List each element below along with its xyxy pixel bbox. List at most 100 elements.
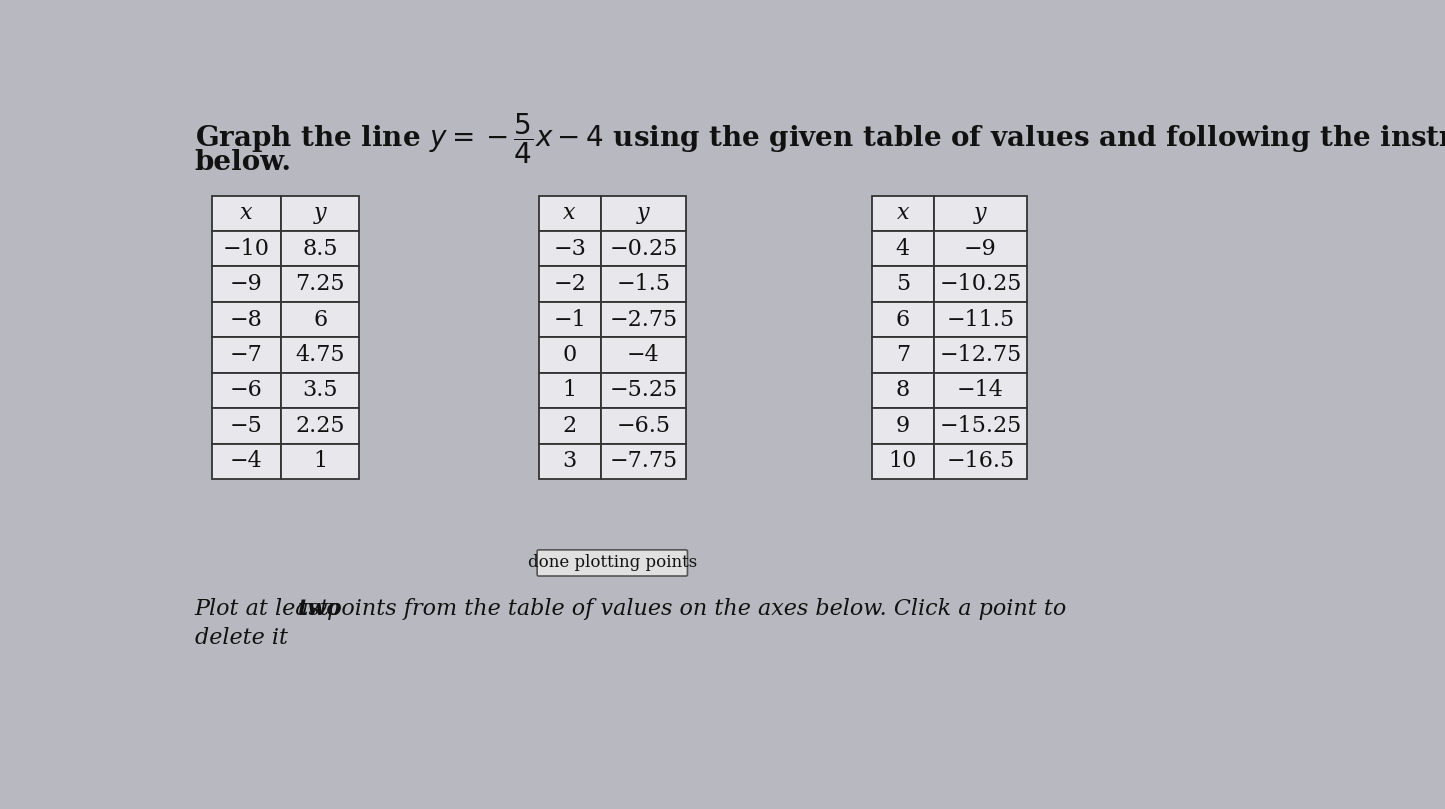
Bar: [933, 409, 1027, 443]
Text: 7: 7: [896, 344, 910, 366]
Bar: [539, 443, 601, 479]
Text: 8: 8: [896, 379, 910, 401]
Text: −2.75: −2.75: [610, 308, 678, 331]
Text: delete it: delete it: [195, 627, 288, 649]
Bar: [282, 266, 358, 302]
Bar: [601, 231, 686, 266]
Bar: [539, 373, 601, 409]
Bar: [871, 443, 933, 479]
Text: −7: −7: [230, 344, 263, 366]
Bar: [211, 231, 282, 266]
Bar: [539, 337, 601, 373]
Text: done plotting points: done plotting points: [527, 554, 696, 571]
Bar: [933, 373, 1027, 409]
Bar: [601, 373, 686, 409]
Text: −14: −14: [957, 379, 1004, 401]
Text: 5: 5: [896, 273, 910, 295]
Text: −2: −2: [553, 273, 587, 295]
Text: −7.75: −7.75: [610, 451, 678, 472]
Bar: [871, 409, 933, 443]
Text: −5: −5: [230, 415, 263, 437]
Bar: [933, 302, 1027, 337]
Bar: [601, 409, 686, 443]
Text: −11.5: −11.5: [946, 308, 1014, 331]
Bar: [282, 409, 358, 443]
Text: −9: −9: [230, 273, 263, 295]
Bar: [282, 231, 358, 266]
Text: −6.5: −6.5: [617, 415, 670, 437]
Text: −1: −1: [553, 308, 587, 331]
Bar: [871, 302, 933, 337]
Text: 9: 9: [896, 415, 910, 437]
Bar: [871, 373, 933, 409]
Text: −6: −6: [230, 379, 263, 401]
Text: −15.25: −15.25: [939, 415, 1022, 437]
Bar: [933, 231, 1027, 266]
Bar: [539, 266, 601, 302]
Text: −9: −9: [964, 238, 997, 260]
Bar: [933, 266, 1027, 302]
Text: x: x: [240, 202, 253, 224]
Bar: [211, 443, 282, 479]
Bar: [601, 337, 686, 373]
Bar: [211, 373, 282, 409]
Text: below.: below.: [195, 150, 292, 176]
Bar: [282, 443, 358, 479]
FancyBboxPatch shape: [538, 550, 688, 576]
Bar: [601, 302, 686, 337]
Bar: [539, 196, 601, 231]
Bar: [211, 266, 282, 302]
Bar: [539, 409, 601, 443]
Text: 7.25: 7.25: [295, 273, 345, 295]
Bar: [282, 196, 358, 231]
Text: −10.25: −10.25: [939, 273, 1022, 295]
Text: 3: 3: [562, 451, 577, 472]
Text: y: y: [314, 202, 327, 224]
Bar: [871, 266, 933, 302]
Text: −4: −4: [230, 451, 263, 472]
Bar: [933, 443, 1027, 479]
Text: −5.25: −5.25: [610, 379, 678, 401]
Text: y: y: [974, 202, 987, 224]
Text: 3.5: 3.5: [302, 379, 338, 401]
Text: 1: 1: [314, 451, 327, 472]
Text: 0: 0: [562, 344, 577, 366]
Text: −0.25: −0.25: [610, 238, 678, 260]
Bar: [601, 266, 686, 302]
Text: 4.75: 4.75: [295, 344, 345, 366]
Text: −12.75: −12.75: [939, 344, 1022, 366]
Text: x: x: [564, 202, 577, 224]
Bar: [933, 337, 1027, 373]
Text: y: y: [637, 202, 650, 224]
Text: 1: 1: [562, 379, 577, 401]
Bar: [601, 196, 686, 231]
Bar: [282, 337, 358, 373]
Bar: [282, 373, 358, 409]
Bar: [211, 409, 282, 443]
Bar: [539, 231, 601, 266]
Text: 6: 6: [896, 308, 910, 331]
Bar: [871, 196, 933, 231]
Text: 8.5: 8.5: [302, 238, 338, 260]
Bar: [211, 302, 282, 337]
Bar: [211, 196, 282, 231]
Text: 2: 2: [562, 415, 577, 437]
Text: x: x: [897, 202, 909, 224]
Bar: [871, 337, 933, 373]
Text: Graph the line $y = -\dfrac{5}{4}x - 4$ using the given table of values and foll: Graph the line $y = -\dfrac{5}{4}x - 4$ …: [195, 111, 1445, 166]
Text: two: two: [298, 598, 342, 620]
Bar: [871, 231, 933, 266]
Text: −10: −10: [223, 238, 270, 260]
Text: −16.5: −16.5: [946, 451, 1014, 472]
Text: 10: 10: [889, 451, 918, 472]
Bar: [211, 337, 282, 373]
Text: 6: 6: [314, 308, 327, 331]
Text: −8: −8: [230, 308, 263, 331]
Bar: [933, 196, 1027, 231]
Text: −4: −4: [627, 344, 660, 366]
Text: 2.25: 2.25: [295, 415, 345, 437]
Text: −1.5: −1.5: [617, 273, 670, 295]
Text: 4: 4: [896, 238, 910, 260]
Bar: [539, 302, 601, 337]
Text: Plot at least: Plot at least: [195, 598, 337, 620]
